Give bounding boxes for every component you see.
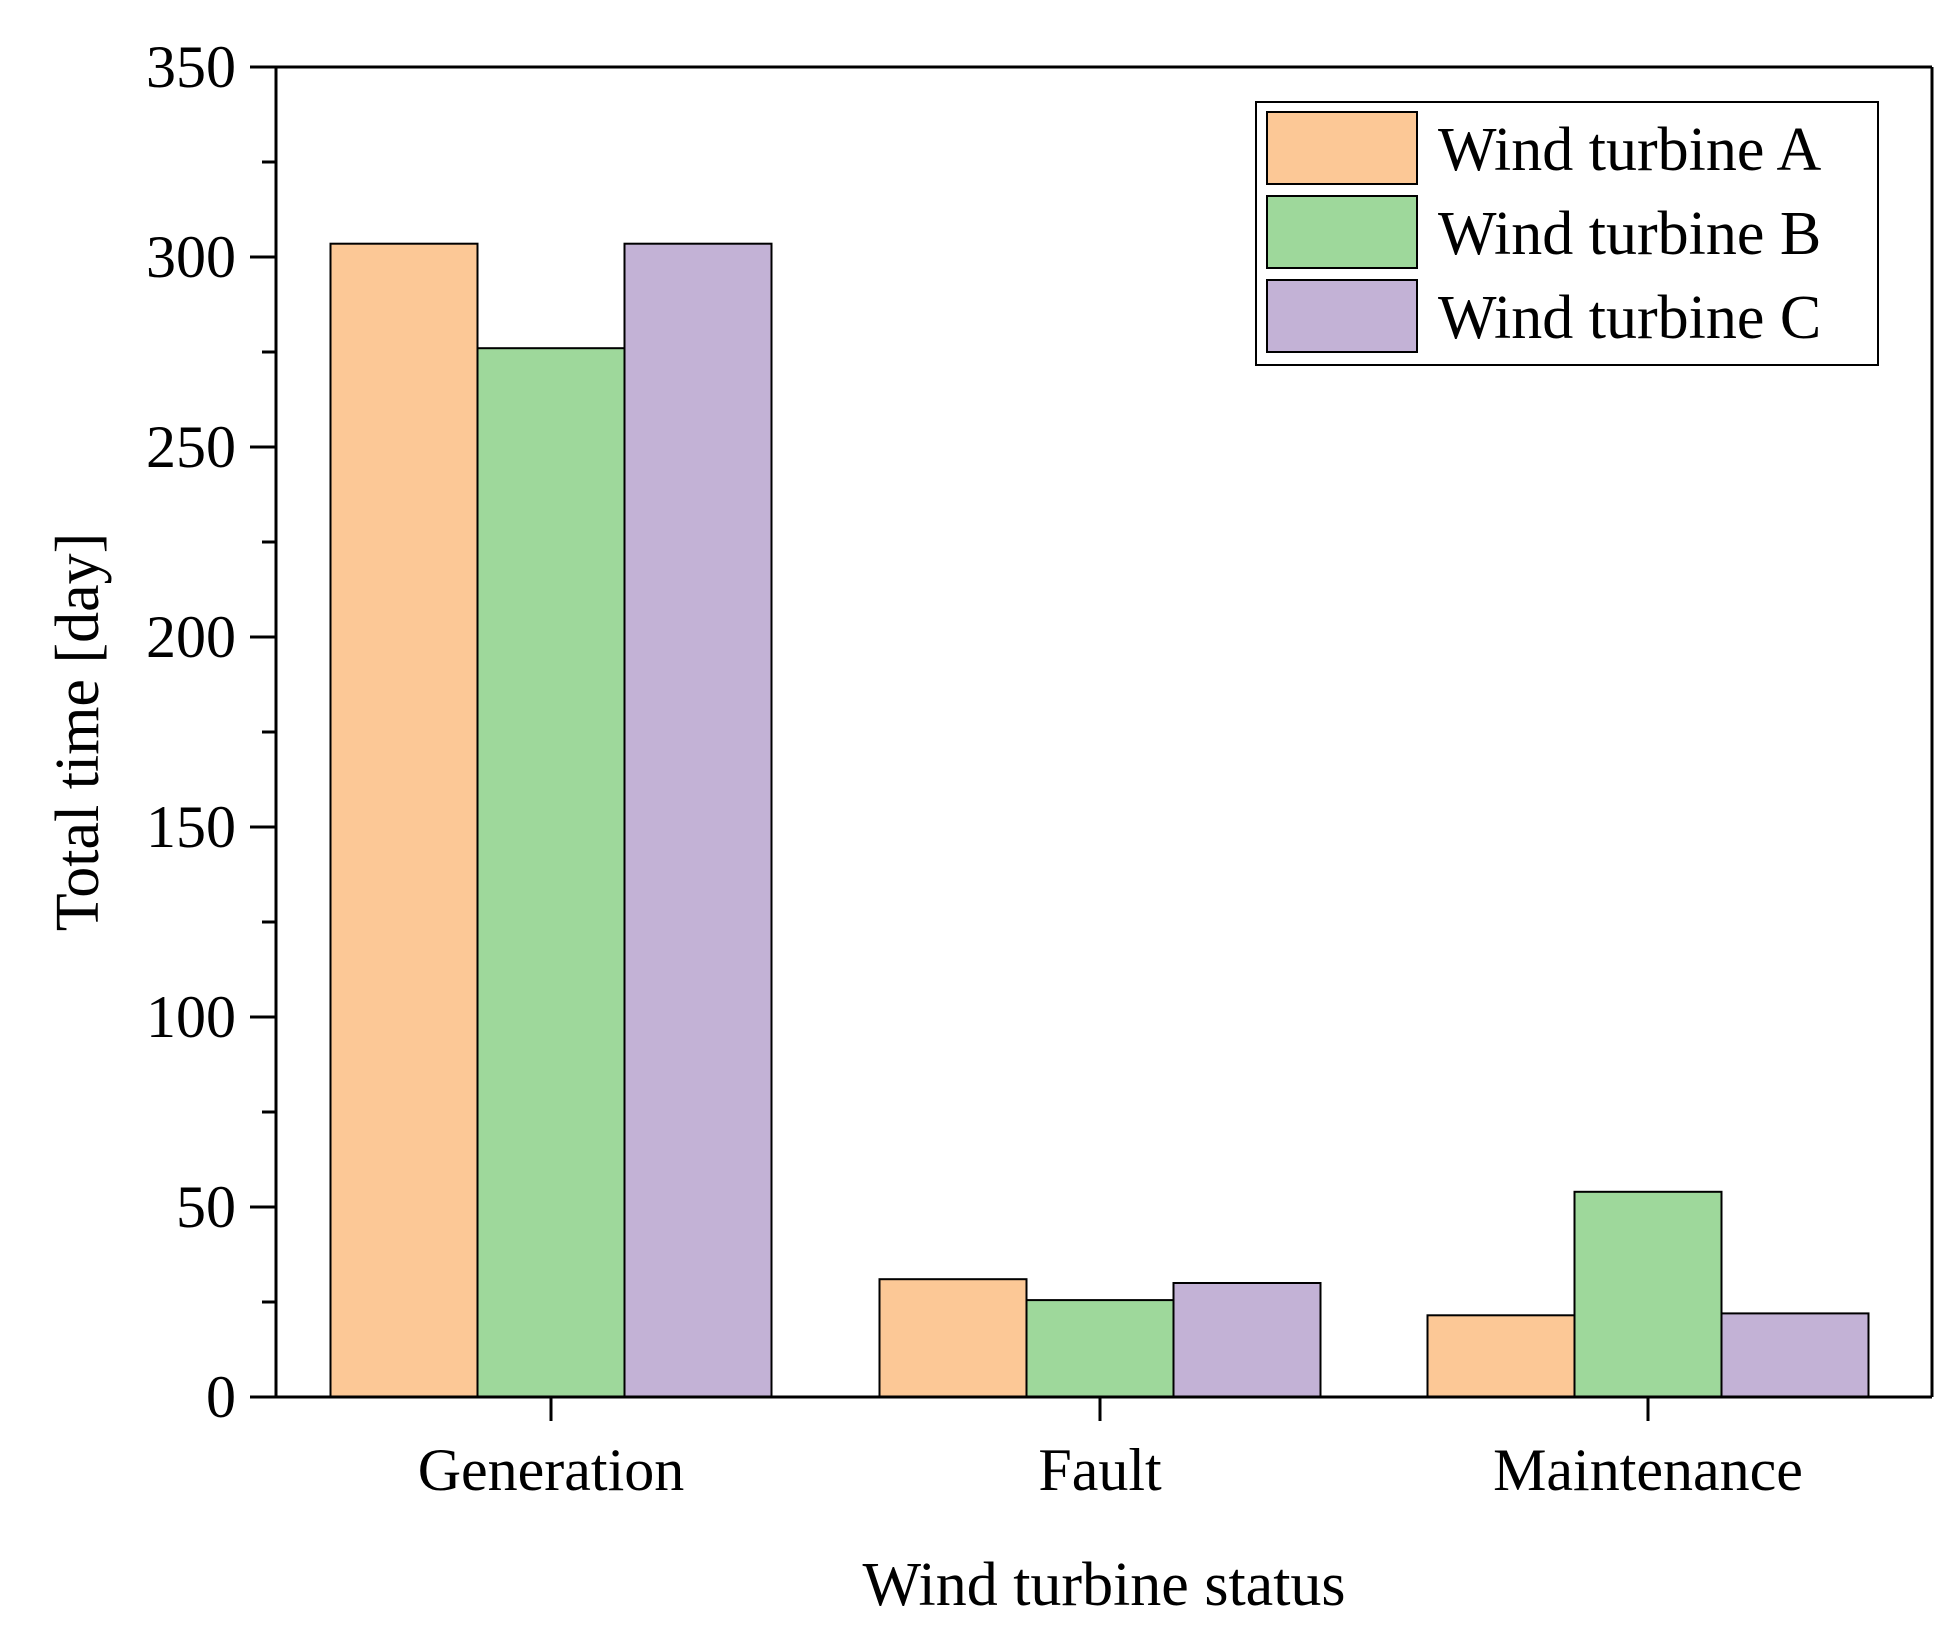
y-tick-label: 200 <box>146 604 236 670</box>
y-tick-label: 300 <box>146 224 236 290</box>
legend-swatch-b <box>1266 195 1418 269</box>
bar-c-maintenance <box>1720 1312 1870 1399</box>
legend-label-c: Wind turbine C <box>1438 284 1821 352</box>
bar-b-fault <box>1025 1299 1175 1398</box>
bar-b-maintenance <box>1573 1190 1723 1399</box>
x-category-label: Generation <box>418 1437 685 1503</box>
ticks-layer <box>250 65 1650 1421</box>
bars-layer <box>329 242 1870 1399</box>
y-axis-title: Total time [day] <box>44 533 112 932</box>
bar-a-fault <box>878 1278 1028 1398</box>
x-category-label: Maintenance <box>1493 1437 1803 1503</box>
labels-layer: 0 50 100 150 200 250 300 350 Generation Fault Main… <box>44 34 1803 1619</box>
legend-label-b: Wind turbine B <box>1438 200 1821 268</box>
bar-a-maintenance <box>1426 1314 1576 1399</box>
bar-a-generation <box>329 242 479 1399</box>
bar-c-generation <box>623 242 773 1399</box>
x-category-label: Fault <box>1038 1437 1162 1503</box>
legend: Wind turbine A Wind turbine B Wind turbine… <box>1255 101 1879 366</box>
bar-c-fault <box>1172 1282 1322 1398</box>
legend-swatch-c <box>1266 279 1418 353</box>
y-tick-label: 100 <box>146 984 236 1050</box>
y-tick-label: 150 <box>146 794 236 860</box>
y-tick-label: 350 <box>146 34 236 100</box>
y-tick-label: 0 <box>206 1364 236 1430</box>
x-axis-title: Wind turbine status <box>862 1551 1345 1619</box>
legend-swatch-a <box>1266 111 1418 185</box>
y-tick-label: 250 <box>146 414 236 480</box>
bar-b-generation <box>476 347 626 1399</box>
y-tick-label: 50 <box>176 1174 236 1240</box>
legend-label-a: Wind turbine A <box>1438 116 1821 184</box>
